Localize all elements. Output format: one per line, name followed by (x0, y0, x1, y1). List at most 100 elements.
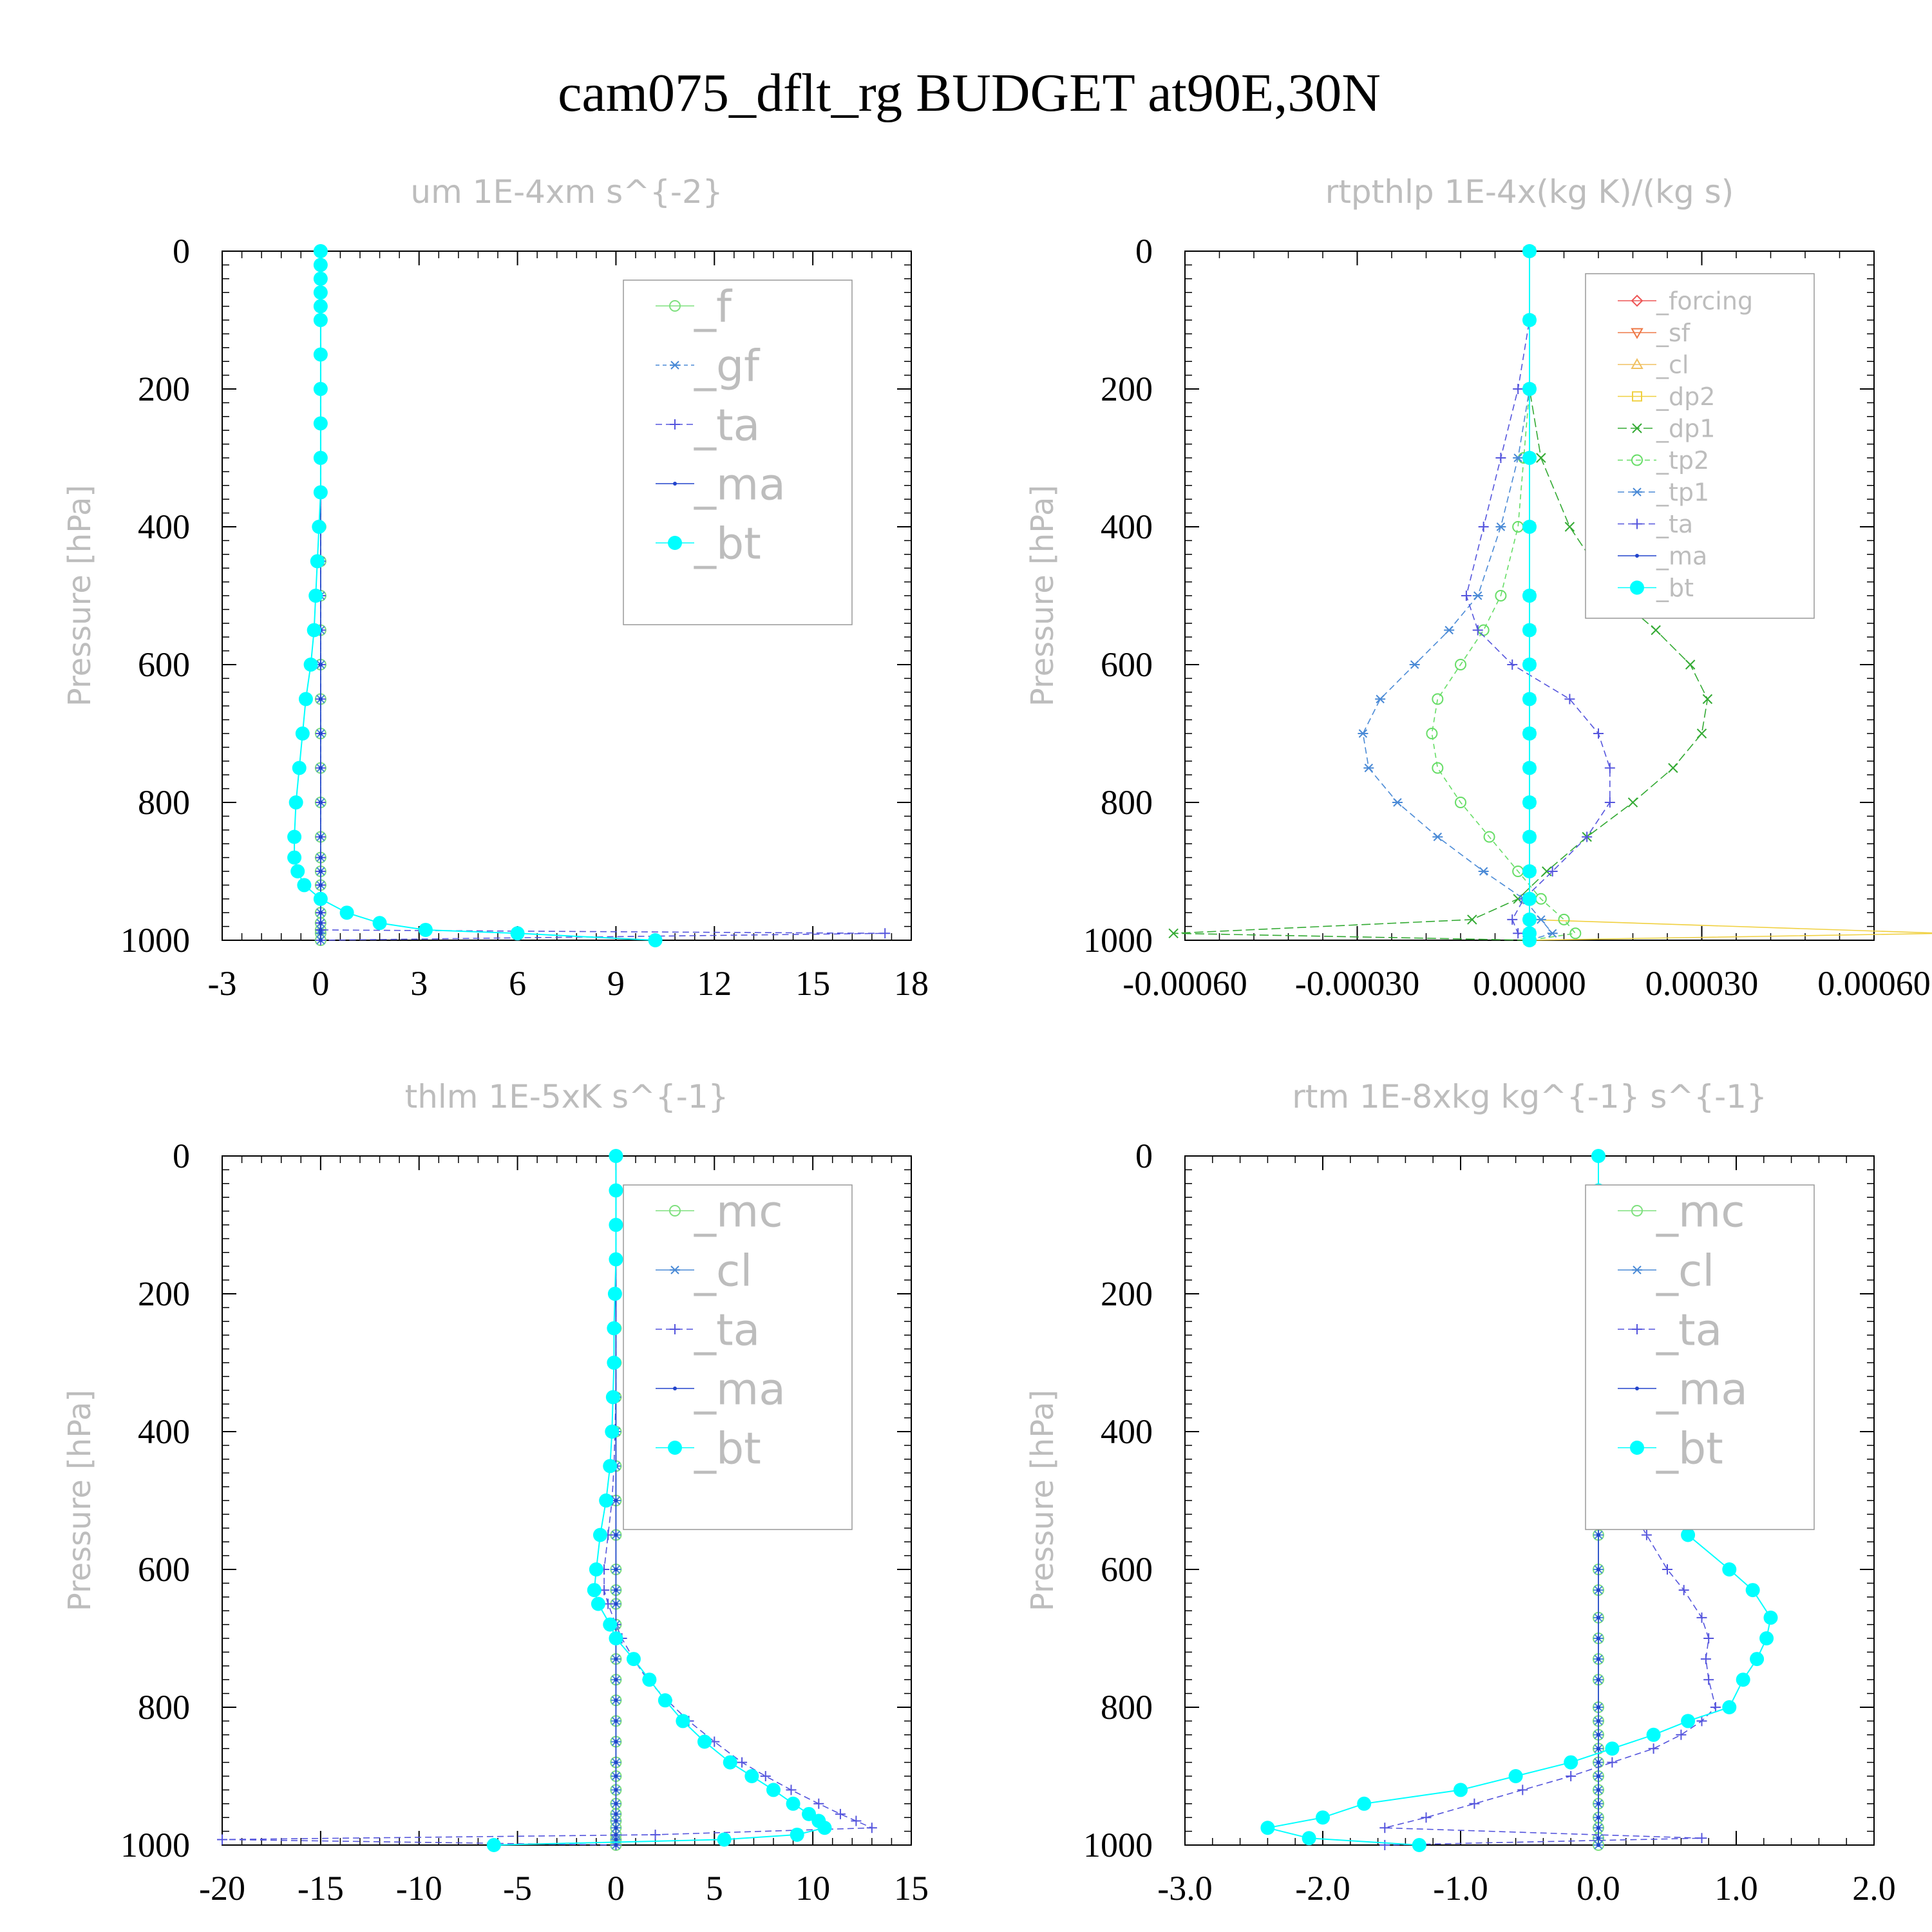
data-point (760, 1771, 771, 1781)
figure-title: cam075_dflt_rg BUDGET at90E,30N (558, 63, 1381, 123)
data-point (786, 1785, 797, 1795)
data-point (318, 663, 323, 667)
data-point (1763, 1610, 1778, 1625)
data-point (614, 1788, 618, 1792)
y-tick-label: 800 (1101, 783, 1153, 822)
data-point (1432, 762, 1444, 774)
legend-marker (668, 536, 682, 550)
y-tick-label: 800 (1101, 1688, 1153, 1727)
data-point (607, 1321, 621, 1336)
x-tick-label: 0.00030 (1645, 964, 1759, 1003)
data-point (1478, 867, 1489, 876)
legend-box (1585, 273, 1815, 619)
data-point (1426, 728, 1438, 739)
data-point (318, 869, 323, 873)
legend-label: _ma (694, 1364, 786, 1415)
data-point (1495, 453, 1506, 463)
data-point (1522, 829, 1537, 844)
data-point (744, 1769, 759, 1783)
data-point (290, 864, 305, 878)
legend-marker (1635, 1387, 1639, 1390)
data-point (614, 1819, 618, 1823)
data-point (1472, 625, 1483, 636)
data-point (310, 554, 325, 569)
data-point (1168, 928, 1179, 939)
data-point (650, 1829, 661, 1840)
legend-label: _ta (1656, 510, 1693, 538)
data-point (1379, 1823, 1390, 1833)
data-point (1596, 1533, 1600, 1537)
data-point (1547, 866, 1558, 876)
data-point (589, 1562, 603, 1577)
data-point (1596, 1826, 1600, 1830)
legend-marker (1632, 488, 1642, 497)
legend-label: _cl (1656, 1245, 1714, 1296)
series-line (1173, 251, 1709, 941)
data-point (510, 926, 525, 941)
y-tick-label: 200 (1101, 1274, 1153, 1313)
data-point (1522, 623, 1537, 638)
legend-label: _gf (694, 341, 761, 392)
data-point (1696, 1716, 1707, 1727)
data-point (1495, 522, 1506, 531)
chart-panel-4: rtm 1E-8xkg kg^{-1} s^{-1} Pressure [hPa]… (1025, 1078, 1896, 1908)
data-point (1745, 1583, 1760, 1598)
legend-label: _tp2 (1656, 446, 1709, 475)
data-point (658, 1693, 672, 1708)
data-point (1596, 1843, 1600, 1847)
data-point (614, 1801, 618, 1806)
data-point (1522, 761, 1537, 775)
data-point (318, 921, 323, 925)
data-point (1508, 1769, 1523, 1783)
legend-label: _ma (694, 459, 786, 510)
data-point (1696, 728, 1707, 739)
chart-panel-1: um 1E-4xm s^{-2} Pressure [hPa] -3 0 3 6 9 12 15… (62, 173, 929, 1003)
data-point (609, 1149, 623, 1163)
data-point (313, 416, 328, 431)
data-point (614, 1812, 618, 1816)
y-tick-label: 600 (138, 645, 190, 684)
data-point (1535, 915, 1546, 924)
legend-label: _dp2 (1656, 383, 1715, 411)
data-point (1522, 658, 1537, 672)
y-tick-label: 0 (173, 232, 190, 270)
data-point (1596, 1705, 1600, 1709)
data-point (626, 1652, 641, 1667)
data-point (1564, 522, 1575, 532)
data-point (614, 1739, 618, 1744)
data-point (1455, 659, 1466, 670)
chart-panel-3: thlm 1E-5xK s^{-1} Pressure [hPa] -20 -15 -1… (62, 1078, 929, 1908)
x-tick-label: -3 (208, 964, 237, 1003)
data-point (813, 1798, 824, 1809)
y-tick-label: 400 (1101, 507, 1153, 546)
data-point (292, 761, 307, 775)
data-point (1596, 1615, 1600, 1620)
data-point (609, 1252, 623, 1267)
legend-label: _mc (1656, 1186, 1745, 1237)
legend-label: _bt (694, 1423, 761, 1474)
data-point (802, 1806, 817, 1821)
data-point (1469, 1798, 1480, 1809)
data-point (614, 1533, 618, 1537)
data-point (786, 1796, 800, 1811)
data-point (1507, 914, 1518, 925)
x-tick-label: 5 (706, 1869, 723, 1908)
legend-label: _ma (1656, 1364, 1748, 1415)
data-point (1596, 1657, 1600, 1662)
data-point (1596, 1567, 1600, 1571)
data-point (307, 623, 321, 638)
data-point (1604, 762, 1615, 773)
data-point (313, 285, 328, 300)
data-point (1596, 1801, 1600, 1806)
data-point (1685, 659, 1696, 670)
data-point (1676, 1729, 1687, 1740)
y-tick-label: 600 (1101, 1550, 1153, 1589)
legend-marker (1632, 423, 1642, 433)
legend-label: _bt (694, 518, 761, 569)
legend-marker (673, 1387, 677, 1390)
series-bt (287, 244, 663, 947)
data-point (1596, 1732, 1600, 1737)
legend-marker (1631, 1205, 1643, 1217)
data-point (1513, 928, 1524, 939)
